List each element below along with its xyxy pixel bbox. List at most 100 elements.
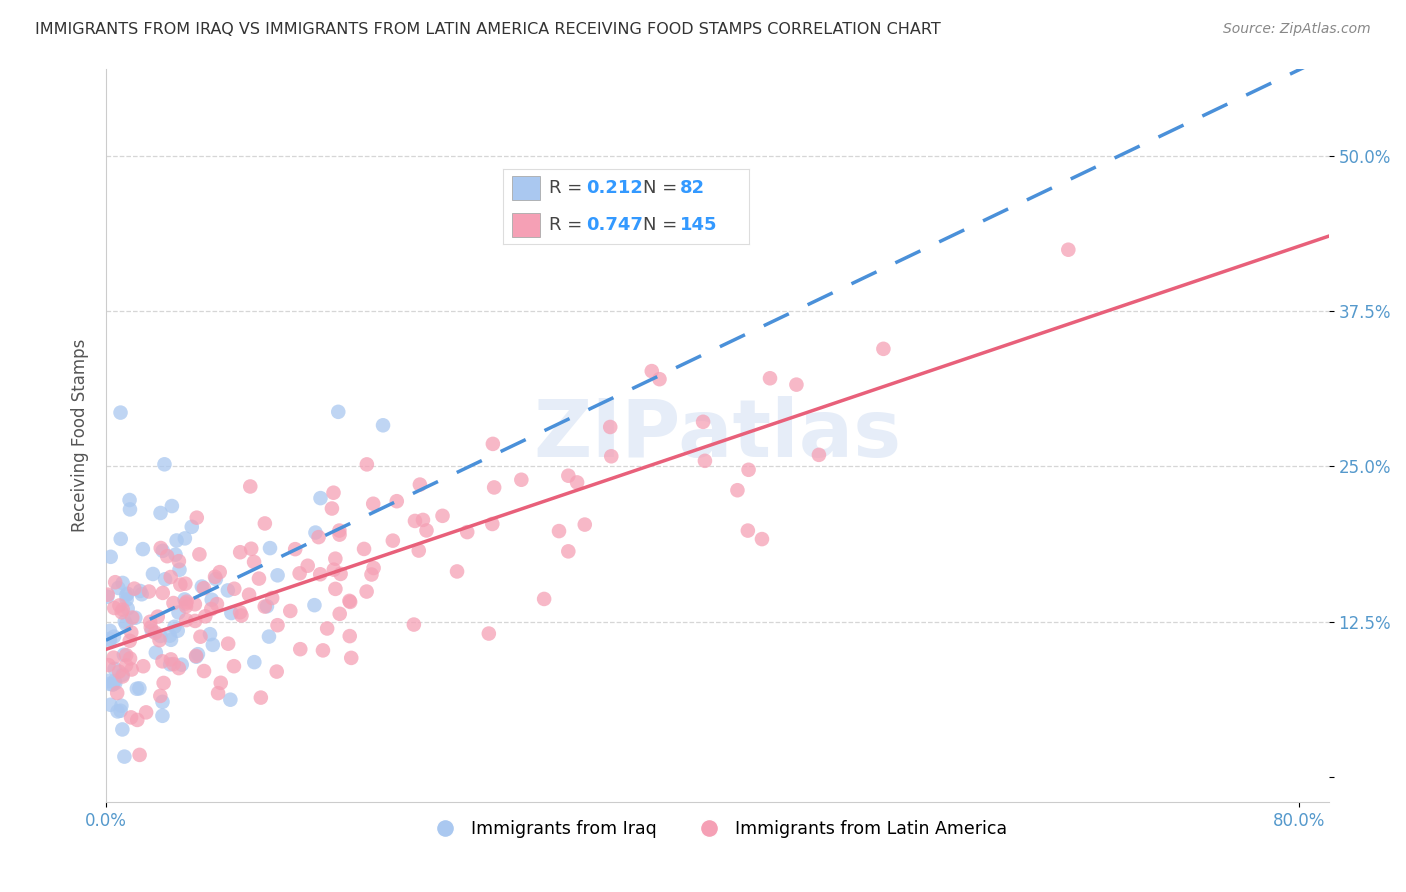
- Point: [312, 643, 335, 657]
- Point: [108, 665, 131, 679]
- Point: [339, 629, 361, 643]
- Point: [176, 594, 198, 608]
- Point: [105, 686, 128, 700]
- Point: [121, 663, 143, 677]
- Point: [565, 475, 588, 490]
- Point: [104, 662, 127, 676]
- Point: [120, 625, 142, 640]
- Point: [415, 524, 437, 538]
- Point: [103, 673, 125, 688]
- Point: [132, 542, 155, 557]
- Point: [115, 648, 138, 662]
- Point: [165, 548, 187, 562]
- Point: [297, 558, 319, 573]
- Point: [432, 508, 454, 523]
- Point: [250, 690, 273, 705]
- Point: [139, 620, 162, 634]
- Point: [194, 609, 217, 624]
- Point: [124, 582, 146, 596]
- Point: [149, 541, 172, 555]
- Point: [129, 584, 152, 599]
- Point: [309, 567, 332, 582]
- Point: [98, 632, 121, 646]
- Point: [217, 583, 239, 598]
- Point: [184, 597, 207, 611]
- Point: [111, 605, 134, 619]
- Point: [408, 543, 430, 558]
- Point: [128, 747, 150, 762]
- Bar: [512, 212, 540, 236]
- Text: 0.747: 0.747: [586, 216, 643, 234]
- Point: [167, 554, 190, 568]
- Point: [135, 706, 157, 720]
- Point: [131, 587, 153, 601]
- Point: [404, 514, 426, 528]
- Point: [149, 629, 172, 643]
- Point: [120, 710, 142, 724]
- Point: [174, 599, 197, 614]
- Point: [600, 450, 623, 464]
- Point: [872, 342, 894, 356]
- Point: [160, 499, 183, 513]
- Point: [371, 418, 394, 433]
- Point: [166, 533, 188, 548]
- Point: [641, 364, 664, 378]
- Point: [284, 542, 307, 557]
- Point: [163, 620, 186, 634]
- Point: [456, 525, 478, 540]
- Point: [111, 669, 134, 683]
- Point: [339, 595, 361, 609]
- Point: [186, 649, 208, 664]
- Point: [322, 563, 344, 577]
- Text: ZIPatlas: ZIPatlas: [533, 396, 901, 475]
- Point: [153, 458, 176, 472]
- Point: [107, 705, 129, 719]
- Point: [231, 608, 253, 623]
- Text: 145: 145: [681, 216, 717, 234]
- Point: [184, 648, 207, 663]
- Point: [141, 624, 163, 638]
- Point: [353, 541, 375, 556]
- Point: [737, 463, 759, 477]
- Point: [128, 681, 150, 696]
- Point: [103, 650, 125, 665]
- Point: [173, 592, 195, 607]
- Point: [356, 458, 378, 472]
- Point: [190, 630, 212, 644]
- Point: [229, 545, 252, 559]
- Point: [256, 599, 278, 614]
- Point: [97, 658, 120, 673]
- Text: 82: 82: [681, 179, 704, 197]
- Point: [238, 588, 260, 602]
- Point: [173, 532, 195, 546]
- Point: [198, 627, 221, 641]
- Point: [174, 576, 197, 591]
- Point: [96, 590, 118, 604]
- Point: [304, 598, 326, 612]
- Point: [478, 626, 501, 640]
- Point: [110, 704, 132, 718]
- Point: [759, 371, 782, 385]
- Point: [412, 513, 434, 527]
- Point: [101, 677, 124, 691]
- Point: [139, 615, 162, 629]
- Point: [103, 630, 125, 644]
- Point: [97, 588, 120, 602]
- Point: [115, 658, 138, 673]
- Point: [104, 575, 127, 590]
- Point: [132, 659, 155, 673]
- Point: [574, 517, 596, 532]
- Point: [240, 541, 263, 556]
- Point: [309, 491, 332, 505]
- Point: [257, 630, 280, 644]
- Point: [599, 420, 621, 434]
- Point: [201, 638, 224, 652]
- Point: [142, 566, 165, 581]
- Point: [193, 664, 215, 678]
- Point: [325, 582, 347, 596]
- Point: [107, 581, 129, 595]
- Point: [111, 602, 134, 616]
- Point: [446, 565, 468, 579]
- Point: [533, 591, 555, 606]
- Text: IMMIGRANTS FROM IRAQ VS IMMIGRANTS FROM LATIN AMERICA RECEIVING FOOD STAMPS CORR: IMMIGRANTS FROM IRAQ VS IMMIGRANTS FROM …: [35, 22, 941, 37]
